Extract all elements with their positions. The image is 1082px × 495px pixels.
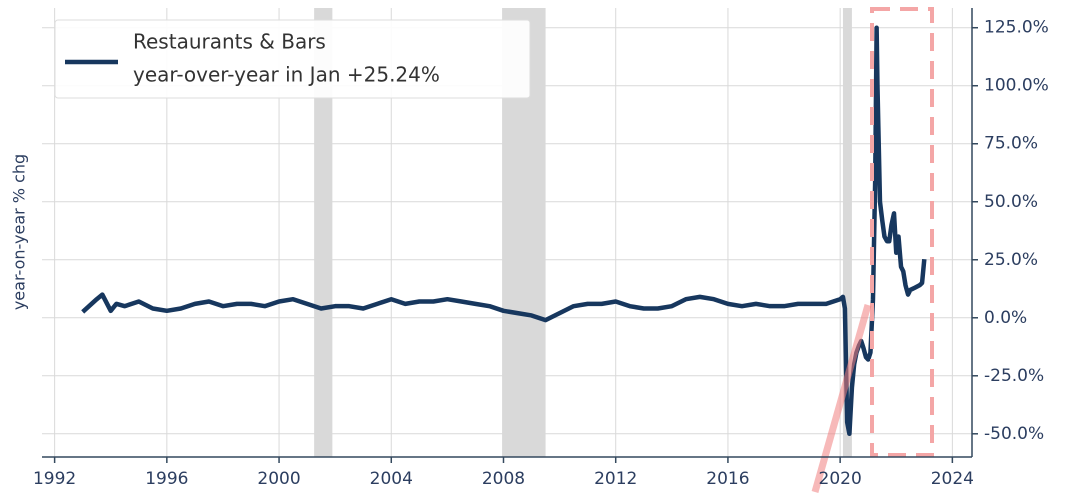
y-tick-label: 100.0%: [984, 76, 1049, 96]
x-tick-label: 2004: [370, 469, 413, 489]
x-tick-label: 1996: [145, 469, 188, 489]
x-tick-label: 2016: [706, 469, 749, 489]
recession-shade: [842, 8, 852, 457]
x-tick-label: 2008: [482, 469, 525, 489]
y-tick-label: 0.0%: [984, 308, 1027, 328]
y-tick-label: -50.0%: [984, 424, 1044, 444]
legend-note: year-over-year in Jan +25.24%: [133, 63, 440, 87]
x-tick-label: 1992: [33, 469, 76, 489]
highlight-box: [870, 7, 934, 457]
y-tick-label: 125.0%: [984, 18, 1049, 38]
recession-shade: [314, 8, 333, 457]
data-line: [81, 25, 927, 437]
x-tick-label: 2024: [931, 469, 974, 489]
trend-arrow: [811, 304, 872, 493]
x-tick-label: 2020: [819, 469, 862, 489]
x-tick-label: 2000: [257, 469, 300, 489]
y-tick-label: 25.0%: [984, 250, 1038, 270]
y-axis-label: year-on-year % chg: [10, 154, 29, 310]
legend-label: Restaurants & Bars: [133, 30, 326, 54]
y-tick-label: 50.0%: [984, 192, 1038, 212]
y-tick-label: 75.0%: [984, 134, 1038, 154]
y-tick-label: -25.0%: [984, 366, 1044, 386]
x-tick-label: 2012: [594, 469, 637, 489]
legend-box: [54, 19, 531, 99]
